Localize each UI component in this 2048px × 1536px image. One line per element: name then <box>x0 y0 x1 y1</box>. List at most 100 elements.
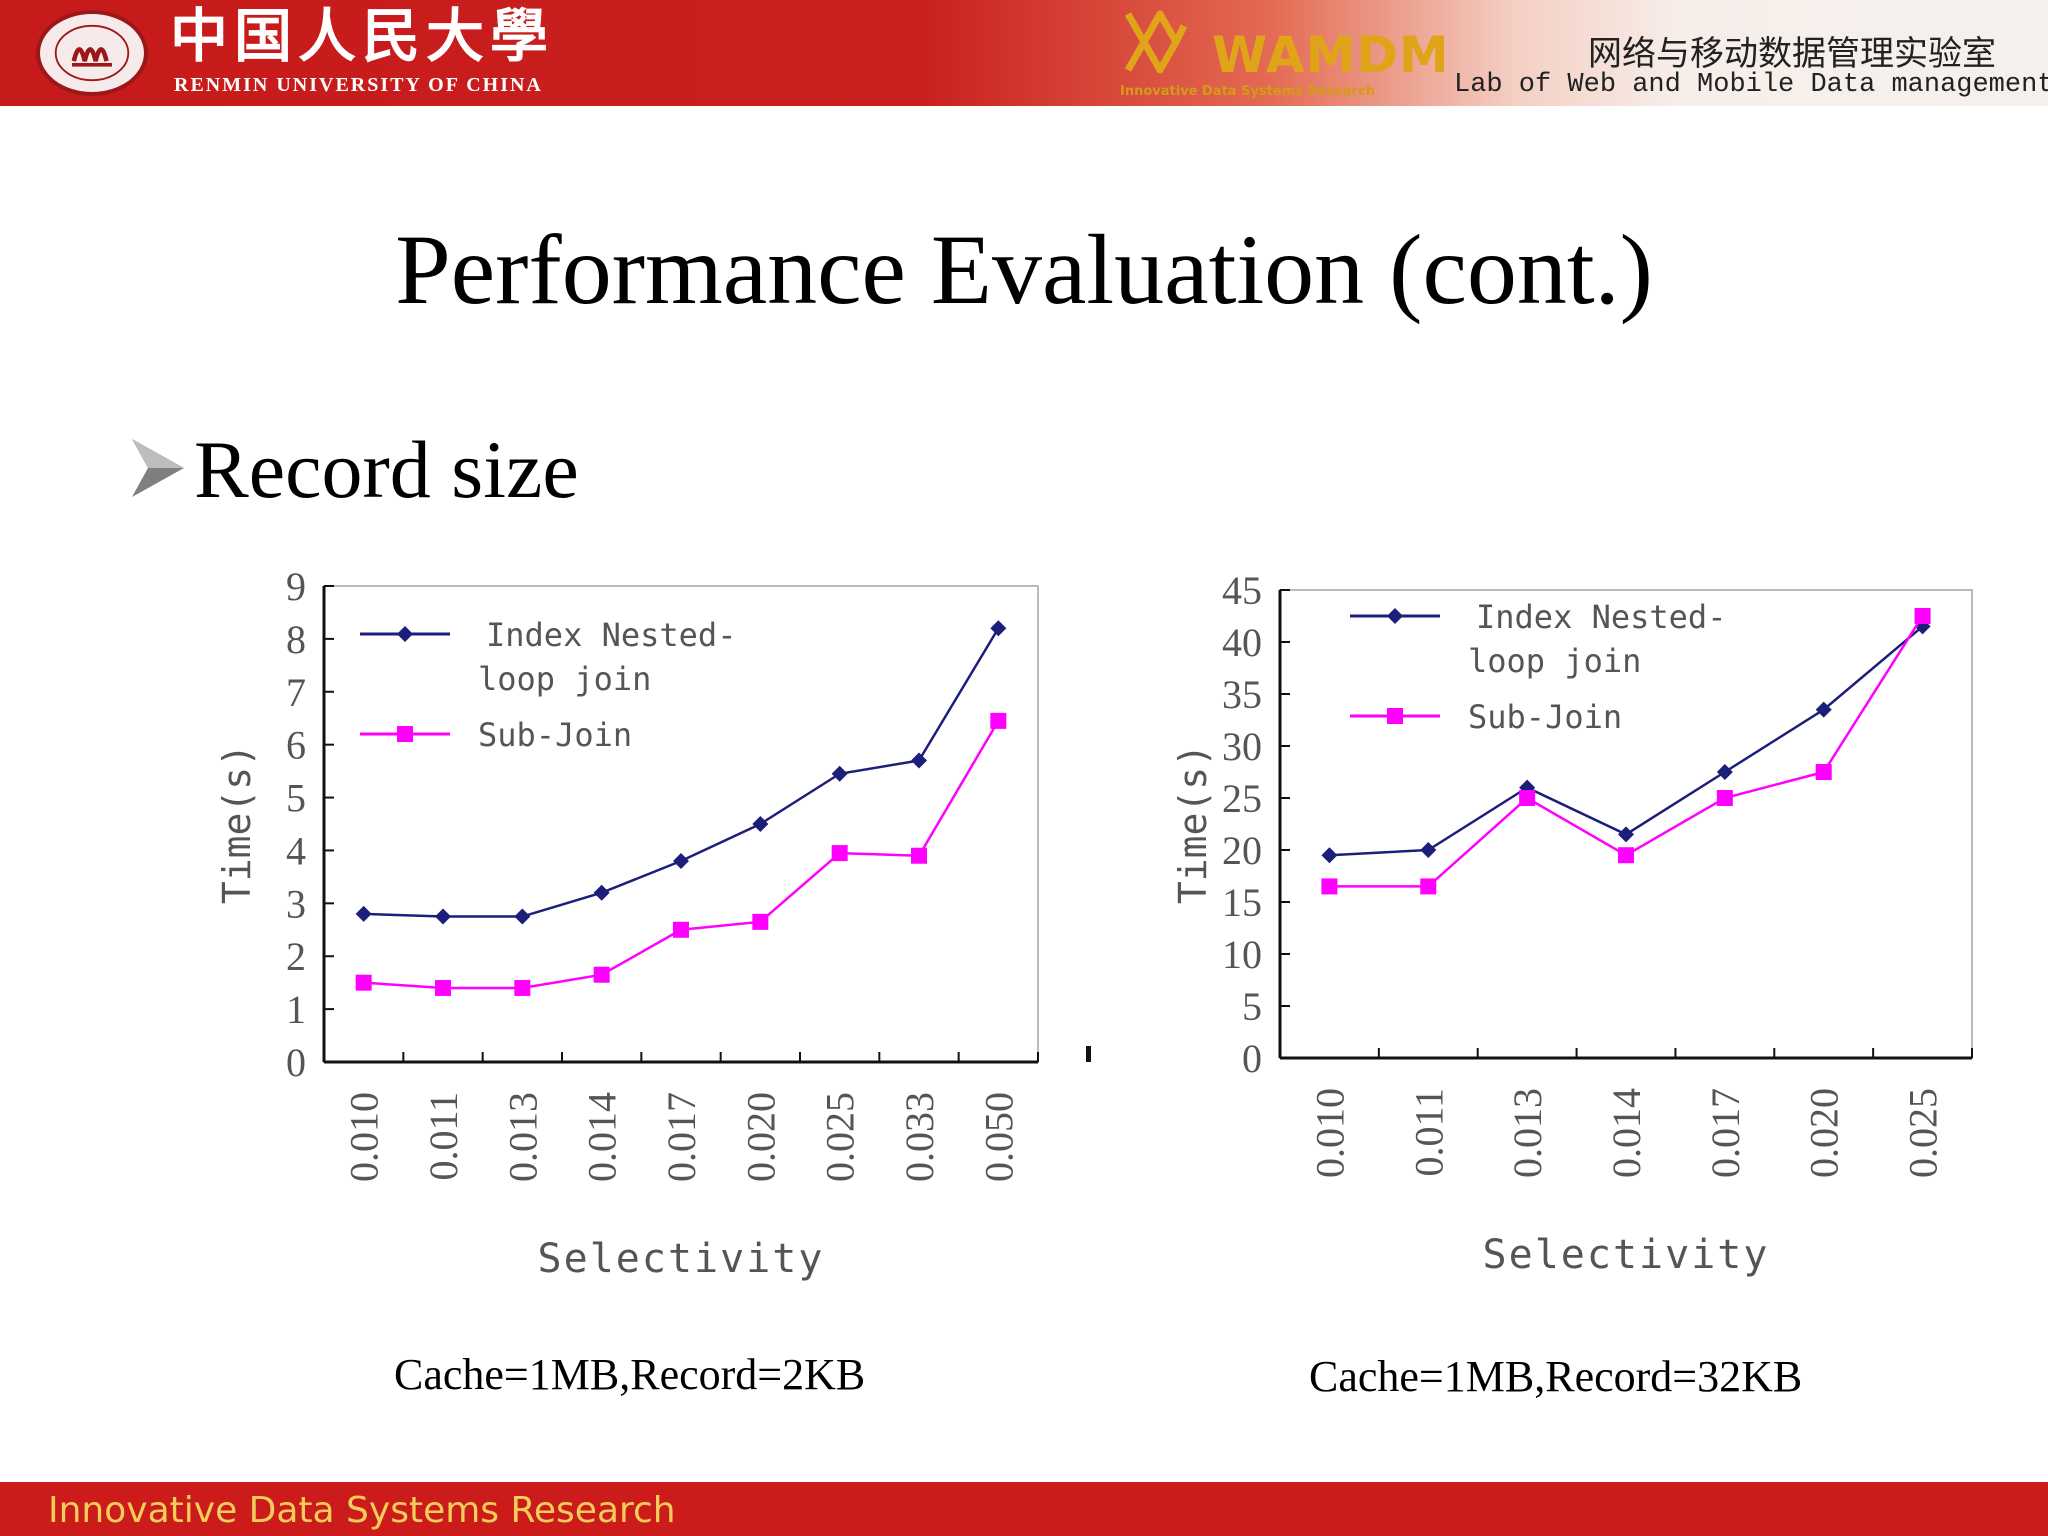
data-point-square <box>435 979 451 996</box>
data-point-diamond <box>1321 847 1338 864</box>
y-tick-label: 25 <box>1222 776 1262 821</box>
y-axis-label: Time(s) <box>1171 744 1215 904</box>
x-tick-label: 0.013 <box>1505 1088 1550 1178</box>
y-tick-label: 30 <box>1222 724 1262 769</box>
data-point-square <box>1321 878 1338 895</box>
legend-marker-square <box>397 726 413 742</box>
wamdm-logo-subtitle: Innovative Data Systems Research <box>1120 84 1376 99</box>
data-point-square <box>752 913 769 930</box>
data-point-square <box>1519 790 1536 806</box>
data-point-diamond <box>593 884 610 901</box>
x-tick-label: 0.014 <box>580 1092 625 1182</box>
x-tick-label: 0.033 <box>897 1092 942 1182</box>
y-tick-label: 35 <box>1222 672 1262 717</box>
data-point-diamond <box>673 853 689 870</box>
y-tick-label: 10 <box>1222 932 1262 977</box>
x-tick-label: 0.010 <box>342 1092 387 1182</box>
y-tick-label: 45 <box>1222 568 1262 613</box>
x-tick-label: 0.025 <box>818 1092 863 1182</box>
stray-mark <box>1086 1046 1091 1062</box>
legend-marker-diamond <box>397 626 413 642</box>
legend-label: Sub-Join <box>1468 698 1622 736</box>
y-tick-label: 9 <box>286 564 306 609</box>
data-point-diamond <box>1420 842 1437 858</box>
x-tick-label: 0.025 <box>1901 1088 1946 1178</box>
legend-marker-square <box>1387 708 1403 724</box>
data-point-diamond <box>1815 701 1832 718</box>
data-point-diamond <box>1716 764 1733 780</box>
data-point-diamond <box>831 765 848 782</box>
university-seal-graphic <box>54 24 130 82</box>
data-point-diamond <box>355 905 372 922</box>
data-point-diamond <box>435 908 451 925</box>
data-point-square <box>355 974 372 991</box>
y-tick-label: 4 <box>286 828 306 873</box>
lab-name-en: Lab of Web and Mobile Data management <box>1454 70 2048 100</box>
x-tick-label: 0.020 <box>1802 1088 1847 1178</box>
x-tick-label: 0.017 <box>659 1092 704 1182</box>
footer-bar: Innovative Data Systems Research <box>0 1482 2048 1536</box>
data-point-square <box>593 966 610 983</box>
y-tick-label: 40 <box>1222 620 1262 665</box>
x-tick-label: 0.010 <box>1307 1088 1352 1178</box>
data-point-square <box>911 847 927 864</box>
y-tick-label: 1 <box>286 987 306 1032</box>
header-banner: 中国人民大學 RENMIN UNIVERSITY OF CHINA WAMDM … <box>0 0 2048 106</box>
chart-caption-2kb: Cache=1MB,Record=2KB <box>394 1350 866 1399</box>
legend-label: Index Nested- <box>1476 598 1726 636</box>
x-tick-label: 0.011 <box>421 1092 466 1181</box>
y-tick-label: 8 <box>286 617 306 662</box>
legend-label: Sub-Join <box>478 716 632 754</box>
data-point-square <box>1420 878 1437 895</box>
y-tick-label: 3 <box>286 881 306 926</box>
university-name-cn: 中国人民大學 <box>170 2 555 70</box>
arrow-bullet-icon <box>132 439 184 497</box>
y-axis-label: Time(s) <box>215 744 259 904</box>
chart-record-32kb: 0 5 10 15 20 25 30 35 40 45 0.010 0.011 0.013 0.014 0.… <box>1171 568 1973 1278</box>
data-point-square <box>1618 847 1634 864</box>
data-point-diamond <box>990 620 1007 637</box>
y-tick-label: 20 <box>1222 828 1262 873</box>
y-tick-label: 15 <box>1222 880 1262 925</box>
data-point-diamond <box>911 752 927 769</box>
data-point-square <box>831 845 848 862</box>
data-point-square <box>1716 790 1733 806</box>
plot-frame <box>323 585 1039 1063</box>
wamdm-logo-text: WAMDM <box>1212 26 1450 84</box>
data-point-diamond <box>1618 826 1634 843</box>
data-point-square <box>514 979 531 996</box>
x-tick-label: 0.050 <box>976 1092 1021 1182</box>
bullet-item: Record size <box>126 420 579 520</box>
chart-record-2kb: 0 1 2 3 4 5 6 7 8 9 0.010 0.011 0.013 0.014 0.017 0.020… <box>215 564 1039 1282</box>
chart-caption-32kb: Cache=1MB,Record=32KB <box>1309 1352 1803 1401</box>
y-tick-label: 6 <box>286 723 306 768</box>
y-tick-label: 5 <box>286 776 306 821</box>
x-tick-label: 0.020 <box>738 1092 783 1182</box>
footer-text: Innovative Data Systems Research <box>48 1490 676 1531</box>
y-tick-label: 2 <box>286 934 306 979</box>
x-tick-label: 0.011 <box>1406 1088 1451 1177</box>
x-tick-label: 0.014 <box>1604 1088 1649 1178</box>
x-axis-label: Selectivity <box>538 1236 825 1282</box>
x-tick-label: 0.017 <box>1703 1088 1748 1178</box>
slide-title: Performance Evaluation (cont.) <box>395 214 1653 325</box>
lab-name-cn: 网络与移动数据管理实验室 <box>1588 34 1996 74</box>
y-tick-label: 0 <box>286 1040 306 1085</box>
x-tick-label: 0.013 <box>500 1092 545 1182</box>
bullet-text: Record size <box>194 424 579 515</box>
data-point-diamond <box>514 908 531 925</box>
data-point-square <box>1914 608 1931 624</box>
legend-label: loop join <box>478 660 651 698</box>
y-tick-label: 7 <box>286 670 306 715</box>
legend-label: loop join <box>1468 642 1641 680</box>
university-name-en: RENMIN UNIVERSITY OF CHINA <box>174 74 543 96</box>
data-point-diamond <box>752 816 769 832</box>
data-point-square <box>990 712 1007 729</box>
x-axis-label: Selectivity <box>1483 1232 1770 1278</box>
data-point-square <box>1815 764 1832 780</box>
data-point-square <box>673 921 689 938</box>
wamdm-logo-icon <box>1124 10 1188 74</box>
legend-label: Index Nested- <box>486 616 736 654</box>
y-tick-label: 5 <box>1242 984 1262 1029</box>
y-tick-label: 0 <box>1242 1036 1262 1081</box>
